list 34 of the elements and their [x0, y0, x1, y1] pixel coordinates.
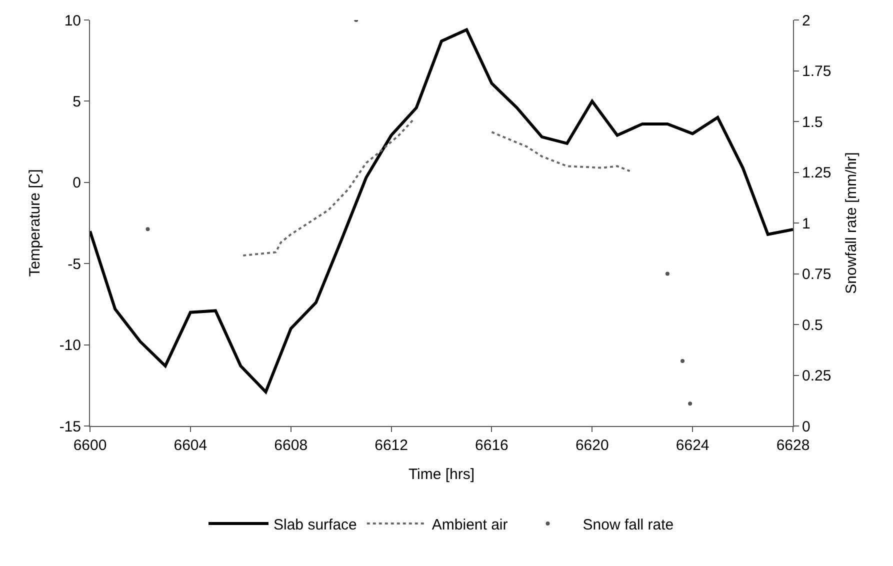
y2-tick-label: 0.25	[802, 368, 832, 384]
y2-tick-label: 2	[802, 12, 810, 30]
y-tick-label: 5	[72, 93, 81, 110]
x-tick-label: 6616	[475, 437, 508, 454]
legend-label: Slab surface	[274, 516, 357, 534]
y2-tick-label: 0.75	[802, 266, 832, 283]
y2-axis-title: Snowfall rate [mm/hr]	[843, 152, 860, 294]
y-tick-label: -5	[68, 256, 81, 273]
x-tick-label: 6624	[676, 437, 710, 454]
legend-label: Ambient air	[432, 516, 508, 534]
y2-tick-label: 1.5	[802, 114, 823, 131]
y2-tick-label: 1.25	[802, 164, 832, 182]
point	[680, 359, 685, 364]
line-series	[90, 28, 793, 394]
y-tick-label: -15	[59, 418, 81, 436]
y-axis-title: Temperature [C]	[26, 169, 44, 277]
x-tick-label: 6620	[575, 437, 609, 454]
x-tick-label: 6604	[174, 437, 208, 454]
y2-tick-label: 0.5	[802, 316, 823, 334]
point	[665, 272, 670, 276]
y2-tick-label: 1	[802, 215, 810, 232]
legend-label: Snow fall rate	[582, 516, 674, 534]
x-tick-label: 6600	[73, 437, 107, 454]
y2-tick-label: 1.75	[802, 63, 832, 80]
y2-tick-label: 0	[802, 418, 810, 436]
y-tick-label: -10	[59, 337, 81, 354]
x-tick-label: 6628	[776, 437, 810, 454]
x-tick-label: 6612	[374, 437, 408, 454]
y-tick-label: 10	[64, 12, 81, 30]
point	[146, 227, 150, 232]
x-tick-label: 6608	[274, 437, 308, 454]
y-tick-label: 0	[72, 174, 81, 192]
x-axis-title: Time [hrs]	[408, 466, 475, 483]
point	[688, 402, 692, 406]
